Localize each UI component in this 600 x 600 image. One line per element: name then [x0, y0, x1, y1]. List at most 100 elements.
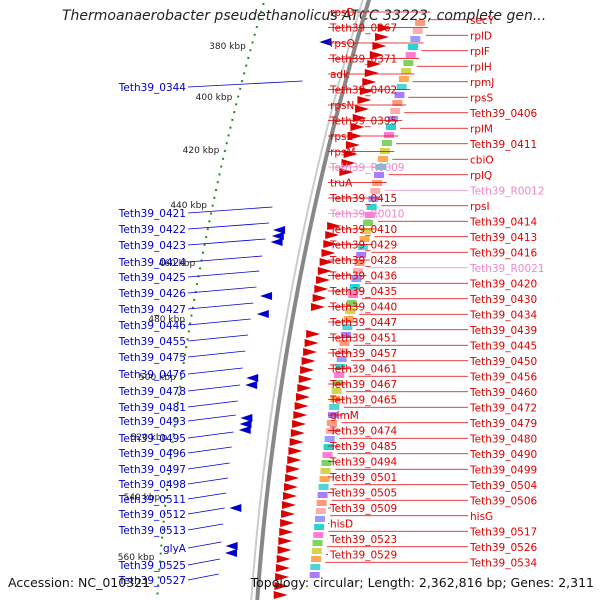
forward-gene-arrow [375, 33, 389, 41]
forward-gene-arrow [285, 474, 300, 482]
reverse-gene-leader [187, 384, 241, 392]
feature-bar [356, 252, 367, 258]
forward-gene-arrow [303, 348, 318, 356]
reverse-gene-label: Teth39_0426 [118, 288, 187, 300]
forward-gene-label: Teth39_0461 [329, 364, 397, 376]
reverse-gene-arrow [224, 549, 237, 557]
forward-gene-arrow [293, 411, 308, 419]
forward-gene-label: Teth39_0410 [329, 224, 397, 236]
reverse-gene-leader [187, 286, 257, 294]
forward-gene-label: Teth39_0494 [329, 457, 398, 469]
feature-bar [330, 396, 341, 402]
feature-bar [385, 124, 396, 130]
feature-bar [313, 532, 324, 538]
forward-gene-label: Teth39_0534 [469, 557, 538, 569]
reverse-gene-label: Teth39_0475 [118, 352, 186, 364]
forward-gene-arrow [314, 285, 329, 293]
forward-gene-label: Teth39_0501 [329, 472, 397, 484]
feature-bar [408, 44, 418, 50]
reverse-gene-label: Teth39_0478 [118, 386, 186, 398]
reverse-gene-label: Teth39_0498 [118, 479, 186, 491]
feature-bar [363, 220, 374, 226]
reverse-gene-label: Teth39_0513 [118, 525, 186, 537]
forward-gene-arrow [275, 564, 290, 572]
forward-gene-arrow [281, 510, 296, 518]
forward-gene-label: Teth39_0451 [329, 333, 397, 345]
feature-bar [348, 292, 359, 298]
feature-bar [320, 468, 331, 474]
forward-gene-label: Teth39_0413 [469, 232, 537, 244]
forward-gene-label: Teth39_0371 [329, 54, 397, 66]
reverse-gene-leader [187, 255, 263, 263]
reverse-gene-label: Teth39_0527 [118, 575, 186, 587]
feature-bar [316, 500, 327, 506]
scale-label: 400 kbp [196, 93, 233, 103]
scale-dotted-arc [156, 0, 266, 600]
feature-bar [335, 364, 346, 370]
forward-gene-label: Teth39_0460 [469, 387, 537, 399]
forward-gene-label: adk [330, 69, 350, 81]
feature-bar [390, 108, 401, 114]
forward-gene-arrow [364, 69, 379, 77]
feature-bar [322, 452, 333, 458]
feature-bar [352, 268, 363, 274]
scale-group: 380 kbp 400 kbp 420 kbp 440 kbp 460 kbp 480 k… [118, 0, 266, 600]
reverse-gene-leader [187, 431, 234, 439]
forward-gene-label: Teth39_0467 [329, 379, 397, 391]
forward-gene-arrow [343, 150, 358, 158]
feature-bar [374, 172, 385, 178]
forward-gene-arrow [280, 519, 295, 527]
scale-label: 460 kbp [159, 259, 196, 269]
forward-gene-label: rpsQ [330, 38, 355, 50]
forward-gene-arrow [288, 447, 303, 455]
forward-gene-arrow [362, 78, 377, 86]
reverse-gene-leader [187, 222, 270, 230]
forward-gene-label: Teth39_R0010 [329, 209, 405, 221]
feature-bar [357, 244, 368, 250]
forward-gene-arrow [310, 303, 325, 311]
reverse-gene-leader [187, 507, 225, 515]
feature-bar [405, 52, 416, 58]
forward-gene-label: Teth39_0411 [469, 139, 537, 151]
forward-gene-label: Teth39_0450 [469, 356, 537, 368]
feature-bar [392, 100, 403, 106]
forward-gene-label: Teth39_0447 [329, 317, 397, 329]
forward-gene-arrow [345, 141, 360, 149]
feature-track-group [224, 20, 426, 599]
feature-bar [334, 372, 345, 378]
forward-gene-label: Teth39_0434 [469, 309, 538, 321]
feature-bar [321, 460, 332, 466]
reverse-gene-label: Teth39_0512 [118, 509, 186, 521]
forward-gene-label: Teth39_0456 [469, 371, 538, 383]
forward-gene-label: hisD [330, 519, 353, 531]
forward-gene-arrow [377, 24, 392, 32]
forward-gene-label: rplM [470, 123, 493, 135]
topology-label: Topology: circular; Length: 2,362,816 bp… [250, 575, 594, 590]
forward-gene-label: secY [470, 15, 495, 27]
reverse-gene-leader [187, 477, 229, 485]
forward-gene-arrow [283, 492, 298, 500]
feature-bar [324, 436, 335, 442]
reverse-gene-leader [187, 573, 219, 581]
forward-gene-label: Teth39_R0012 [469, 185, 545, 197]
forward-gene-label: rpsN [330, 100, 354, 112]
reverse-gene-label: Teth39_0495 [118, 433, 186, 445]
forward-gene-arrow [350, 123, 365, 131]
feature-bar [340, 332, 351, 338]
forward-gene-label: Teth39_0439 [469, 325, 537, 337]
reverse-gene-label: Teth39_0422 [118, 224, 186, 236]
forward-gene-arrow [286, 465, 301, 473]
forward-gene-arrow [312, 294, 327, 302]
forward-gene-label: Teth39_0402 [329, 85, 397, 97]
reverse-gene-leader [187, 302, 254, 310]
feature-bar [364, 212, 375, 218]
backbone-arc-group [250, 0, 372, 600]
reverse-gene-leader [187, 541, 222, 549]
reverse-gene-label: Teth39_0423 [118, 240, 186, 252]
forward-gene-label: Teth39_0440 [329, 302, 397, 314]
forward-gene-label: Teth39_0414 [469, 216, 538, 228]
forward-gene-label: Teth39_0506 [469, 495, 538, 507]
forward-gene-arrow [367, 60, 382, 68]
forward-gene-label: Teth39_0430 [469, 294, 537, 306]
